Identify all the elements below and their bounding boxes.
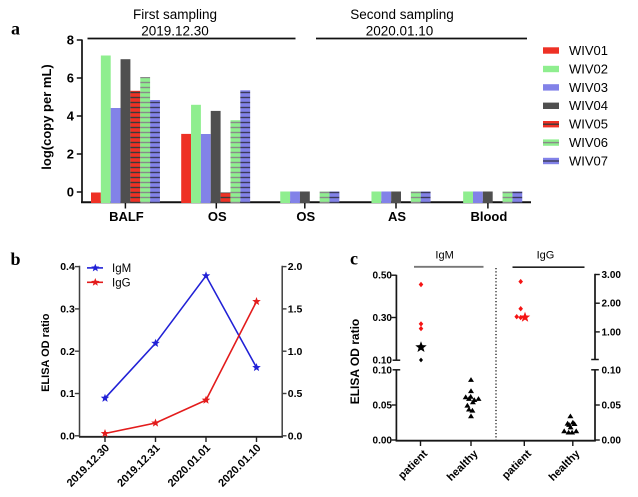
svg-text:WIV04: WIV04 xyxy=(569,98,608,113)
svg-text:a: a xyxy=(11,19,20,39)
svg-text:1.00: 1.00 xyxy=(602,327,622,338)
svg-text:BALF: BALF xyxy=(109,209,144,224)
svg-text:WIV01: WIV01 xyxy=(569,43,608,58)
svg-text:Blood: Blood xyxy=(470,209,507,224)
svg-text:0.05: 0.05 xyxy=(602,401,622,412)
svg-text:0.3: 0.3 xyxy=(60,304,75,316)
svg-text:0.0: 0.0 xyxy=(288,430,303,442)
svg-text:IgG: IgG xyxy=(112,277,131,289)
svg-text:Second sampling: Second sampling xyxy=(350,7,454,22)
svg-text:0: 0 xyxy=(67,184,74,199)
svg-text:OS: OS xyxy=(208,209,227,224)
svg-text:IgM: IgM xyxy=(112,263,131,275)
svg-text:IgM: IgM xyxy=(435,250,453,262)
svg-text:0.0: 0.0 xyxy=(60,430,75,442)
svg-text:0.30: 0.30 xyxy=(373,313,393,324)
svg-text:ELISA OD ratio: ELISA OD ratio xyxy=(348,319,362,405)
svg-text:First sampling: First sampling xyxy=(133,7,217,22)
svg-text:b: b xyxy=(11,249,21,269)
svg-text:WIV03: WIV03 xyxy=(569,80,608,95)
svg-text:IgG: IgG xyxy=(537,250,555,262)
svg-text:c: c xyxy=(350,249,358,269)
svg-text:0.2: 0.2 xyxy=(60,346,75,358)
svg-text:0.00: 0.00 xyxy=(373,436,393,447)
svg-text:0.05: 0.05 xyxy=(373,401,393,412)
svg-text:WIV02: WIV02 xyxy=(569,61,608,76)
svg-text:0.10: 0.10 xyxy=(602,365,622,376)
svg-text:2020.01.10: 2020.01.10 xyxy=(366,23,434,38)
svg-text:8: 8 xyxy=(67,32,74,47)
svg-text:1.5: 1.5 xyxy=(288,304,303,316)
svg-text:2.00: 2.00 xyxy=(602,299,622,310)
svg-text:WIV06: WIV06 xyxy=(569,135,608,150)
svg-text:OS: OS xyxy=(296,209,315,224)
svg-text:0.10: 0.10 xyxy=(373,365,393,376)
svg-text:1.0: 1.0 xyxy=(288,346,303,358)
svg-text:2.0: 2.0 xyxy=(288,261,303,273)
svg-text:2019.12.30: 2019.12.30 xyxy=(141,23,209,38)
svg-text:WIV05: WIV05 xyxy=(569,117,608,132)
svg-text:AS: AS xyxy=(388,209,406,224)
svg-text:log(copy per mL): log(copy per mL) xyxy=(39,64,54,169)
svg-text:6: 6 xyxy=(67,70,74,85)
svg-text:4: 4 xyxy=(67,108,75,123)
svg-text:0.5: 0.5 xyxy=(288,388,303,400)
svg-text:0.10: 0.10 xyxy=(373,355,393,366)
svg-text:3.00: 3.00 xyxy=(602,270,622,281)
svg-text:0.00: 0.00 xyxy=(602,436,622,447)
svg-text:WIV07: WIV07 xyxy=(569,153,608,168)
svg-text:ELISA OD ratio: ELISA OD ratio xyxy=(40,313,52,392)
svg-text:0.4: 0.4 xyxy=(60,261,75,273)
svg-text:0.50: 0.50 xyxy=(373,271,393,282)
svg-text:0.1: 0.1 xyxy=(60,388,75,400)
svg-text:2: 2 xyxy=(67,146,74,161)
